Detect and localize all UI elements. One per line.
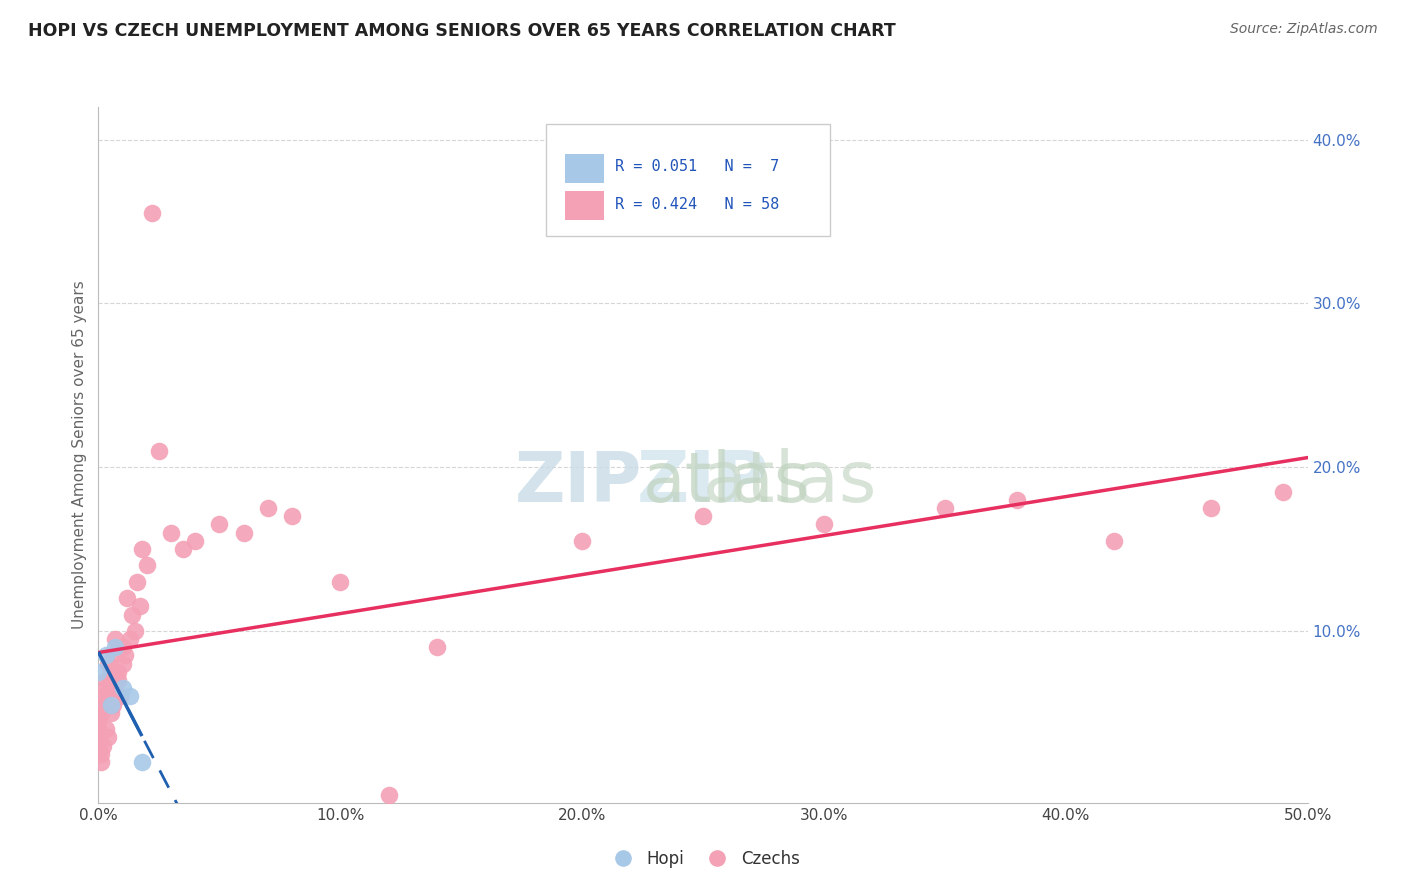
Point: [141, 206, 163, 220]
Point: [97, 657, 120, 671]
Text: ZIP: ZIP: [637, 449, 769, 517]
Point: [87, 665, 110, 679]
Point: [208, 517, 231, 532]
Point: [91, 690, 114, 704]
Point: [107, 673, 129, 687]
Point: [148, 443, 170, 458]
Point: [114, 648, 136, 663]
Point: [100, 673, 122, 687]
Point: [100, 698, 122, 712]
Point: [104, 632, 127, 646]
Point: [118, 690, 141, 704]
FancyBboxPatch shape: [565, 153, 603, 183]
Point: [1272, 484, 1295, 499]
Point: [87, 731, 110, 745]
Point: [90, 706, 112, 720]
Point: [426, 640, 449, 655]
Point: [184, 533, 207, 548]
Text: R = 0.424   N = 58: R = 0.424 N = 58: [614, 197, 779, 212]
Point: [111, 681, 134, 696]
Text: ZIP: ZIP: [515, 450, 643, 516]
Point: [91, 739, 114, 753]
Point: [87, 747, 110, 761]
Text: atlas: atlas: [703, 449, 877, 517]
Point: [91, 698, 114, 712]
Point: [1199, 501, 1222, 516]
Point: [90, 755, 112, 769]
Text: atlas: atlas: [643, 450, 810, 516]
Point: [692, 509, 714, 524]
FancyBboxPatch shape: [565, 191, 603, 220]
Point: [104, 690, 127, 704]
Point: [87, 722, 110, 736]
Point: [160, 525, 183, 540]
Point: [118, 632, 141, 646]
Point: [94, 681, 117, 696]
Point: [111, 657, 134, 671]
Point: [1007, 492, 1029, 507]
Point: [97, 731, 120, 745]
Point: [94, 673, 117, 687]
Point: [172, 542, 194, 557]
Point: [97, 690, 120, 704]
Point: [104, 640, 127, 655]
Point: [101, 648, 124, 663]
Point: [131, 755, 153, 769]
Point: [571, 533, 593, 548]
Text: R = 0.051   N =  7: R = 0.051 N = 7: [614, 160, 779, 174]
Point: [377, 788, 399, 802]
Point: [256, 501, 278, 516]
Point: [127, 574, 149, 589]
Point: [101, 698, 124, 712]
Text: HOPI VS CZECH UNEMPLOYMENT AMONG SENIORS OVER 65 YEARS CORRELATION CHART: HOPI VS CZECH UNEMPLOYMENT AMONG SENIORS…: [28, 22, 896, 40]
Text: Source: ZipAtlas.com: Source: ZipAtlas.com: [1230, 22, 1378, 37]
Point: [1102, 533, 1125, 548]
Point: [813, 517, 835, 532]
Point: [87, 739, 110, 753]
Legend: Hopi, Czechs: Hopi, Czechs: [600, 843, 806, 874]
Point: [117, 591, 139, 606]
Point: [281, 509, 304, 524]
Point: [121, 607, 143, 622]
Point: [111, 640, 134, 655]
Point: [100, 665, 122, 679]
Point: [94, 648, 117, 663]
Point: [934, 501, 956, 516]
Point: [135, 558, 157, 573]
Point: [87, 714, 110, 728]
Point: [329, 574, 352, 589]
Point: [232, 525, 254, 540]
FancyBboxPatch shape: [546, 124, 830, 235]
Point: [90, 747, 112, 761]
Point: [100, 706, 122, 720]
Point: [94, 722, 117, 736]
Point: [128, 599, 150, 614]
Point: [107, 665, 129, 679]
Point: [124, 624, 146, 638]
Point: [131, 542, 153, 557]
Y-axis label: Unemployment Among Seniors over 65 years: Unemployment Among Seniors over 65 years: [72, 281, 87, 629]
Point: [108, 690, 131, 704]
